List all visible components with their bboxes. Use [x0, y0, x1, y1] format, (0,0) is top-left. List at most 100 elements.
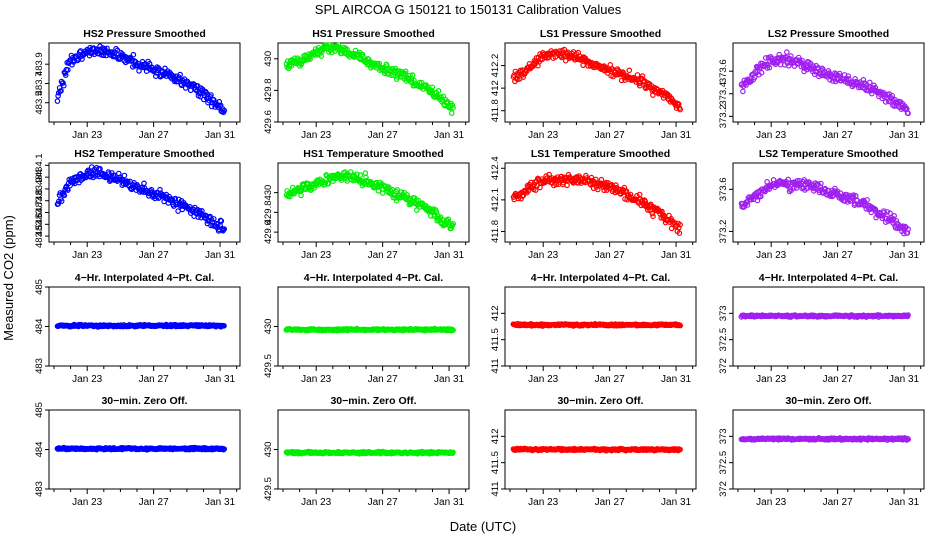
data-series: [54, 444, 228, 453]
data-point: [675, 225, 682, 231]
y-tick-label: 373.4: [718, 82, 729, 106]
data-point: [203, 89, 209, 96]
data-point: [677, 322, 684, 329]
y-tick-label: 485: [34, 402, 45, 418]
data-series: [510, 445, 683, 454]
y-tick-label: 483.9: [34, 177, 45, 201]
x-tick-label: Jan 23: [72, 130, 102, 141]
data-series: [283, 42, 456, 116]
y-tick-label: 373: [718, 305, 729, 321]
x-tick-label: Jan 31: [889, 497, 919, 508]
data-point: [114, 47, 121, 54]
data-point: [342, 169, 348, 175]
data-point: [141, 180, 147, 187]
data-point: [626, 67, 633, 74]
x-tick-label: Jan 27: [595, 130, 625, 141]
x-tick-label: Jan 23: [756, 130, 786, 141]
data-point: [618, 77, 625, 84]
data-point: [859, 198, 865, 205]
data-point: [448, 110, 455, 116]
y-tick-label: 412.4: [490, 156, 501, 180]
plot-frame: [277, 42, 470, 123]
data-series: [283, 325, 456, 334]
y-tick-label: 412: [490, 428, 501, 444]
data-point: [335, 171, 341, 177]
data-point: [60, 82, 67, 89]
data-point: [221, 107, 228, 114]
y-tick-label: 429.5: [263, 477, 274, 501]
data-point: [901, 230, 907, 237]
y-tick-label: 372.5: [718, 328, 729, 352]
data-point: [884, 209, 891, 215]
chart-panel-15: 30−min. Zero Off. Jan 23 Jan 27 Jan 31 411 41…: [490, 395, 697, 508]
y-tick-label: 429.8: [263, 79, 274, 103]
chart-panel-10: 4−Hr. Interpolated 4−Pt. Cal. Jan 23 Jan 2…: [263, 272, 470, 385]
x-tick-label: Jan 23: [72, 250, 102, 261]
data-point: [905, 312, 911, 318]
plot-frame: [732, 286, 925, 367]
x-tick-label: Jan 27: [368, 497, 398, 508]
x-tick-label: Jan 31: [205, 130, 235, 141]
x-tick-label: Jan 27: [368, 374, 398, 385]
data-point: [450, 327, 456, 333]
figure-title: SPL AIRCOA G 150121 to 150131 Calibratio…: [315, 2, 622, 17]
data-point: [357, 172, 364, 178]
data-point: [439, 97, 446, 103]
panel-title: 30−min. Zero Off.: [785, 395, 871, 407]
data-point: [54, 98, 61, 104]
panel-title: HS1 Pressure Smoothed: [312, 28, 435, 40]
y-tick-label: 430: [263, 442, 274, 458]
panel-title: 4−Hr. Interpolated 4−Pt. Cal.: [531, 272, 671, 284]
plot-frame: [732, 42, 925, 123]
data-point: [881, 209, 888, 216]
x-tick-label: Jan 31: [889, 130, 919, 141]
plot-frame: [504, 42, 697, 123]
panel-title: 4−Hr. Interpolated 4−Pt. Cal.: [759, 272, 899, 284]
chart-panel-2: HS1 Pressure Smoothed Jan 23 Jan 27 Jan 31 4…: [263, 28, 470, 141]
data-point: [429, 84, 436, 91]
chart-panel-13: 30−min. Zero Off. Jan 23 Jan 27 Jan 31 483 48…: [34, 395, 241, 508]
x-tick-label: Jan 27: [823, 497, 853, 508]
data-point: [677, 221, 683, 228]
data-point: [413, 207, 420, 213]
chart-panel-4: LS2 Pressure Smoothed Jan 23 Jan 27 Jan 31 3…: [718, 28, 925, 141]
chart-panel-9: 4−Hr. Interpolated 4−Pt. Cal. Jan 23 Jan 2…: [34, 272, 241, 385]
data-point: [384, 63, 390, 69]
data-point: [119, 182, 126, 189]
data-point: [56, 85, 63, 91]
data-point: [649, 210, 656, 217]
data-series: [510, 171, 683, 236]
data-series: [283, 448, 456, 457]
y-tick-label: 430: [263, 51, 274, 67]
x-tick-label: Jan 27: [368, 130, 398, 141]
data-point: [218, 218, 225, 224]
data-series: [738, 49, 911, 117]
data-point: [903, 105, 909, 111]
data-point: [580, 62, 586, 69]
data-point: [650, 213, 656, 220]
x-tick-label: Jan 23: [756, 250, 786, 261]
data-point: [221, 446, 228, 452]
data-point: [448, 225, 454, 232]
data-point: [394, 187, 401, 193]
data-point: [836, 70, 843, 77]
y-axis-label: Measured CO2 (ppm): [1, 215, 16, 341]
data-series: [283, 169, 457, 232]
data-point: [889, 92, 896, 99]
y-tick-label: 429.5: [263, 354, 274, 378]
x-axis-label: Date (UTC): [450, 519, 516, 534]
chart-panel-8: LS2 Temperature Smoothed Jan 23 Jan 27 Jan …: [718, 148, 925, 261]
data-point: [758, 69, 765, 76]
data-point: [413, 197, 419, 203]
data-point: [130, 51, 137, 58]
data-point: [450, 449, 456, 456]
data-point: [221, 322, 227, 329]
data-point: [740, 88, 746, 95]
data-series: [510, 46, 684, 113]
data-point: [613, 182, 619, 188]
data-point: [564, 182, 570, 189]
data-point: [758, 193, 764, 200]
chart-panel-5: HS2 Temperature Smoothed Jan 23 Jan 27 Jan …: [34, 148, 241, 261]
x-tick-label: Jan 27: [823, 250, 853, 261]
data-point: [744, 202, 751, 208]
